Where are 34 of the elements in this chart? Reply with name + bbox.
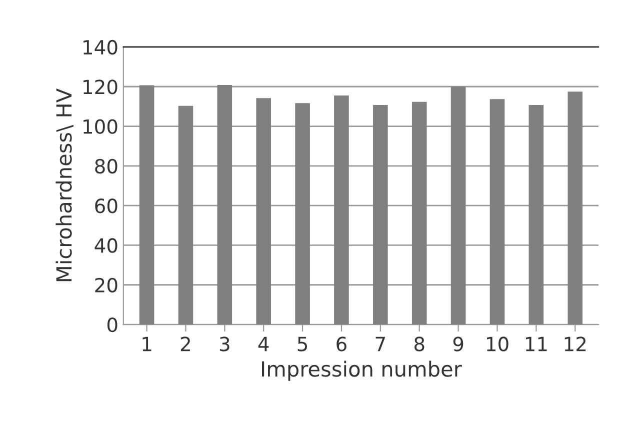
bar [295, 103, 310, 325]
x-tick-label: 7 [376, 336, 385, 352]
x-tick-label: 9 [453, 336, 464, 352]
y-tick-label: 20 [95, 278, 118, 293]
x-tick-label: 11 [526, 336, 547, 352]
y-tick-label: 100 [84, 119, 118, 134]
y-axis-title: Microhardness\ HV [56, 88, 74, 282]
y-tick-label: 140 [84, 40, 118, 55]
bar [373, 105, 388, 325]
x-tick-label: 5 [298, 336, 308, 352]
bar [139, 85, 154, 325]
y-tick-label: 60 [95, 198, 118, 214]
bar [334, 96, 349, 325]
bar [217, 85, 232, 325]
bar [178, 106, 194, 325]
bar [568, 92, 583, 325]
y-tick-label: 120 [84, 80, 118, 94]
x-tick-label: 6 [336, 336, 346, 352]
bar [412, 102, 427, 325]
x-axis-title: Impression number [262, 360, 462, 381]
bar [450, 86, 466, 325]
x-tick-label: 10 [487, 336, 508, 352]
x-tick-label: 4 [258, 336, 269, 352]
bar [528, 105, 544, 325]
x-tick-label: 3 [220, 336, 230, 352]
x-tick-label: 8 [414, 336, 424, 352]
y-tick-label: 0 [107, 317, 118, 332]
bar [490, 99, 505, 325]
x-tick-label: 1 [142, 336, 152, 352]
y-tick-label: 80 [95, 158, 118, 174]
x-tick-label: 2 [180, 336, 190, 352]
x-tick-label: 12 [564, 336, 586, 352]
bar [256, 98, 271, 325]
y-tick-label: 40 [94, 238, 118, 253]
